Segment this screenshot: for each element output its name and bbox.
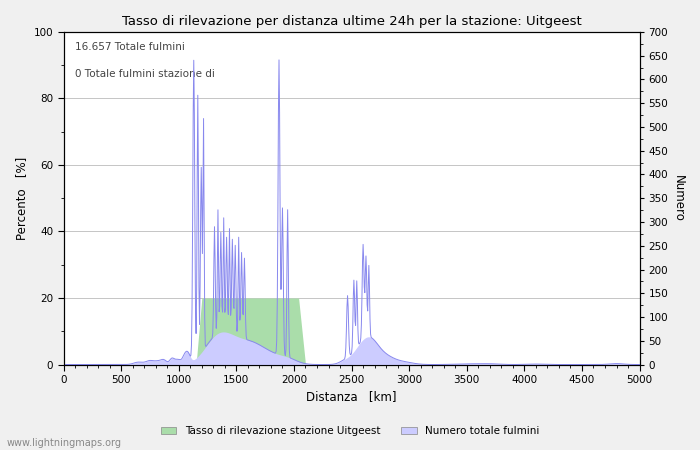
Y-axis label: Percento   [%]: Percento [%] — [15, 157, 28, 240]
Text: 16.657 Totale fulmini: 16.657 Totale fulmini — [75, 42, 185, 52]
Legend: Tasso di rilevazione stazione Uitgeest, Numero totale fulmini: Tasso di rilevazione stazione Uitgeest, … — [157, 422, 543, 440]
Title: Tasso di rilevazione per distanza ultime 24h per la stazione: Uitgeest: Tasso di rilevazione per distanza ultime… — [122, 15, 582, 28]
Text: www.lightningmaps.org: www.lightningmaps.org — [7, 438, 122, 448]
X-axis label: Distanza   [km]: Distanza [km] — [307, 391, 397, 404]
Y-axis label: Numero: Numero — [672, 175, 685, 222]
Text: 0 Totale fulmini stazione di: 0 Totale fulmini stazione di — [75, 68, 215, 79]
